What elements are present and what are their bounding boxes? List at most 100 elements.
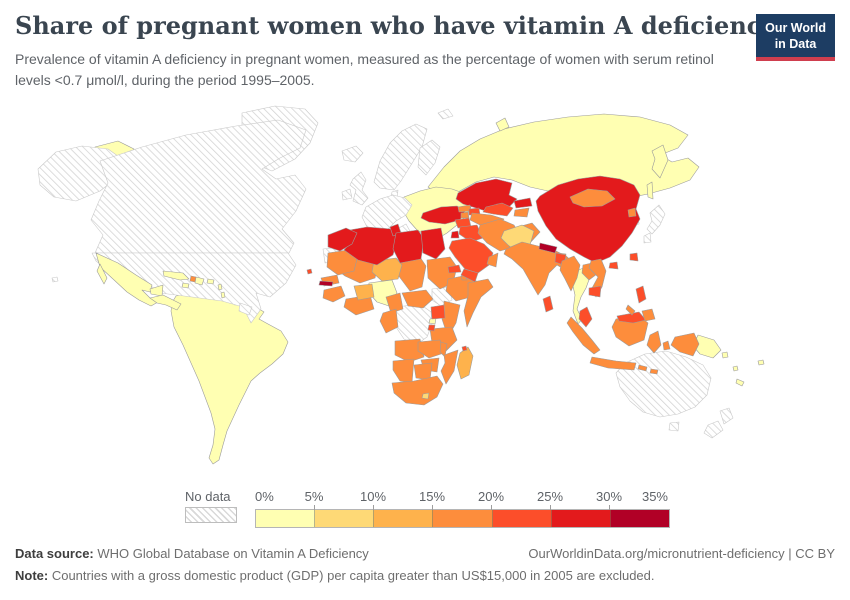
country-nepal[interactable] (538, 242, 558, 254)
country-java[interactable] (589, 356, 637, 371)
country-cameroon[interactable] (385, 292, 404, 314)
country-burkina-faso[interactable] (353, 283, 375, 301)
region-central-america[interactable] (149, 294, 182, 311)
country-new-caledonia[interactable] (735, 378, 745, 387)
country-cape-verde[interactable] (306, 268, 313, 275)
country-congo-gabon[interactable] (379, 308, 399, 334)
country-iraq[interactable] (458, 224, 484, 243)
country-jordan[interactable] (450, 230, 460, 239)
country-libya[interactable] (392, 229, 425, 264)
country-jamaica[interactable] (181, 282, 190, 289)
country-russia[interactable] (427, 113, 700, 199)
region-antilles-2[interactable] (220, 291, 226, 299)
country-zambia[interactable] (417, 339, 445, 359)
footer-note: Note: Countries with a gross domestic pr… (15, 568, 835, 583)
country-russia-novaya-zemlya[interactable] (495, 117, 510, 132)
country-somalia[interactable] (463, 278, 494, 328)
region-western-europe[interactable] (361, 194, 413, 234)
country-cuba[interactable] (162, 270, 190, 281)
country-ireland[interactable] (341, 188, 353, 201)
legend-bin-15-20[interactable] (433, 510, 493, 527)
country-madagascar[interactable] (456, 346, 474, 380)
country-south-africa[interactable] (391, 375, 444, 406)
country-burundi[interactable] (427, 324, 436, 332)
country-svalbard[interactable] (437, 108, 454, 120)
legend-bin-20-25[interactable] (492, 510, 552, 527)
country-kyrgyzstan[interactable] (513, 197, 533, 209)
country-sri-lanka[interactable] (542, 295, 554, 313)
legend-bin-30-35[interactable] (610, 510, 669, 527)
country-mongolia[interactable] (569, 188, 616, 208)
country-puerto-rico[interactable] (206, 278, 215, 285)
legend-tick-5: 5% (304, 489, 324, 504)
country-uk[interactable] (349, 171, 369, 206)
country-australia[interactable] (615, 350, 712, 418)
country-solomon-islands[interactable] (721, 351, 729, 359)
country-sulawesi[interactable] (646, 330, 662, 354)
country-japan[interactable] (646, 204, 666, 235)
country-new-zealand-north[interactable] (719, 407, 734, 425)
country-russia-kamchatka[interactable] (651, 144, 669, 179)
country-tajikistan[interactable] (513, 207, 530, 218)
legend-bin-25-30[interactable] (551, 510, 611, 527)
country-morocco[interactable] (327, 227, 358, 252)
country-uzbekistan[interactable] (482, 202, 514, 217)
country-namibia[interactable] (392, 358, 415, 384)
country-comoros[interactable] (461, 345, 468, 352)
region-antilles-1[interactable] (217, 283, 223, 291)
country-lesser-sunda-1[interactable] (637, 364, 648, 372)
country-myanmar[interactable] (559, 255, 581, 292)
country-philippines-luzon[interactable] (635, 285, 647, 304)
country-egypt[interactable] (420, 227, 446, 260)
legend-bin-5-10[interactable] (315, 510, 375, 527)
country-angola[interactable] (394, 338, 425, 363)
country-vanuatu[interactable] (732, 365, 739, 372)
country-cambodia[interactable] (588, 285, 602, 298)
country-mozambique[interactable] (440, 349, 459, 385)
country-iceland[interactable] (341, 145, 364, 163)
country-south-america[interactable] (170, 290, 289, 465)
map-legend: No data 0% 5% 10% 15% 20% 25% 30% 35% (185, 489, 670, 528)
country-uganda[interactable] (430, 304, 446, 320)
country-gambia[interactable] (318, 280, 334, 287)
country-new-zealand-south[interactable] (703, 420, 724, 439)
country-guinea[interactable] (322, 285, 346, 303)
country-north-korea[interactable] (627, 207, 637, 218)
page-subtitle: Prevalence of vitamin A deficiency in pr… (15, 50, 714, 88)
country-lesotho[interactable] (421, 392, 430, 400)
country-canada[interactable] (90, 119, 307, 254)
country-moluccas[interactable] (662, 340, 671, 351)
country-japan-south[interactable] (643, 232, 652, 244)
legend-tick-35: 35% (641, 489, 668, 504)
country-armenia[interactable] (460, 211, 470, 219)
country-fiji[interactable] (757, 359, 765, 366)
country-hawaii[interactable] (51, 276, 59, 283)
country-oman[interactable] (486, 252, 499, 268)
country-philippines-mindanao[interactable] (641, 308, 656, 322)
country-eritrea[interactable] (447, 264, 462, 274)
attribution-link[interactable]: OurWorldinData.org/micronutrient-deficie… (528, 546, 835, 561)
region-guyanas[interactable] (238, 302, 253, 316)
owid-logo[interactable]: Our World in Data (756, 14, 835, 62)
country-finland[interactable] (417, 139, 441, 176)
country-tasmania[interactable] (668, 421, 680, 432)
country-malaysia-peninsular[interactable] (578, 306, 593, 328)
legend-no-data-swatch[interactable] (185, 507, 237, 523)
country-baja-california[interactable] (96, 263, 108, 285)
country-russia-sakhalin[interactable] (646, 181, 654, 200)
country-taiwan[interactable] (629, 252, 639, 262)
country-scandinavia[interactable] (373, 123, 428, 191)
country-central-african-republic[interactable] (401, 289, 434, 309)
country-lesser-sunda-2[interactable] (649, 368, 659, 375)
country-haiti[interactable] (189, 275, 197, 283)
country-yemen[interactable] (460, 268, 479, 283)
country-malaysia-borneo[interactable] (616, 311, 647, 324)
logo-line1: Our World (765, 21, 826, 35)
legend-bin-0-5[interactable] (256, 510, 316, 527)
country-west-papua[interactable] (670, 332, 700, 357)
country-philippines-palawan[interactable] (625, 304, 636, 316)
country-saudi-arabia[interactable] (448, 237, 494, 274)
country-hainan[interactable] (608, 261, 619, 270)
country-sumatra[interactable] (566, 316, 601, 355)
legend-bin-10-15[interactable] (374, 510, 434, 527)
